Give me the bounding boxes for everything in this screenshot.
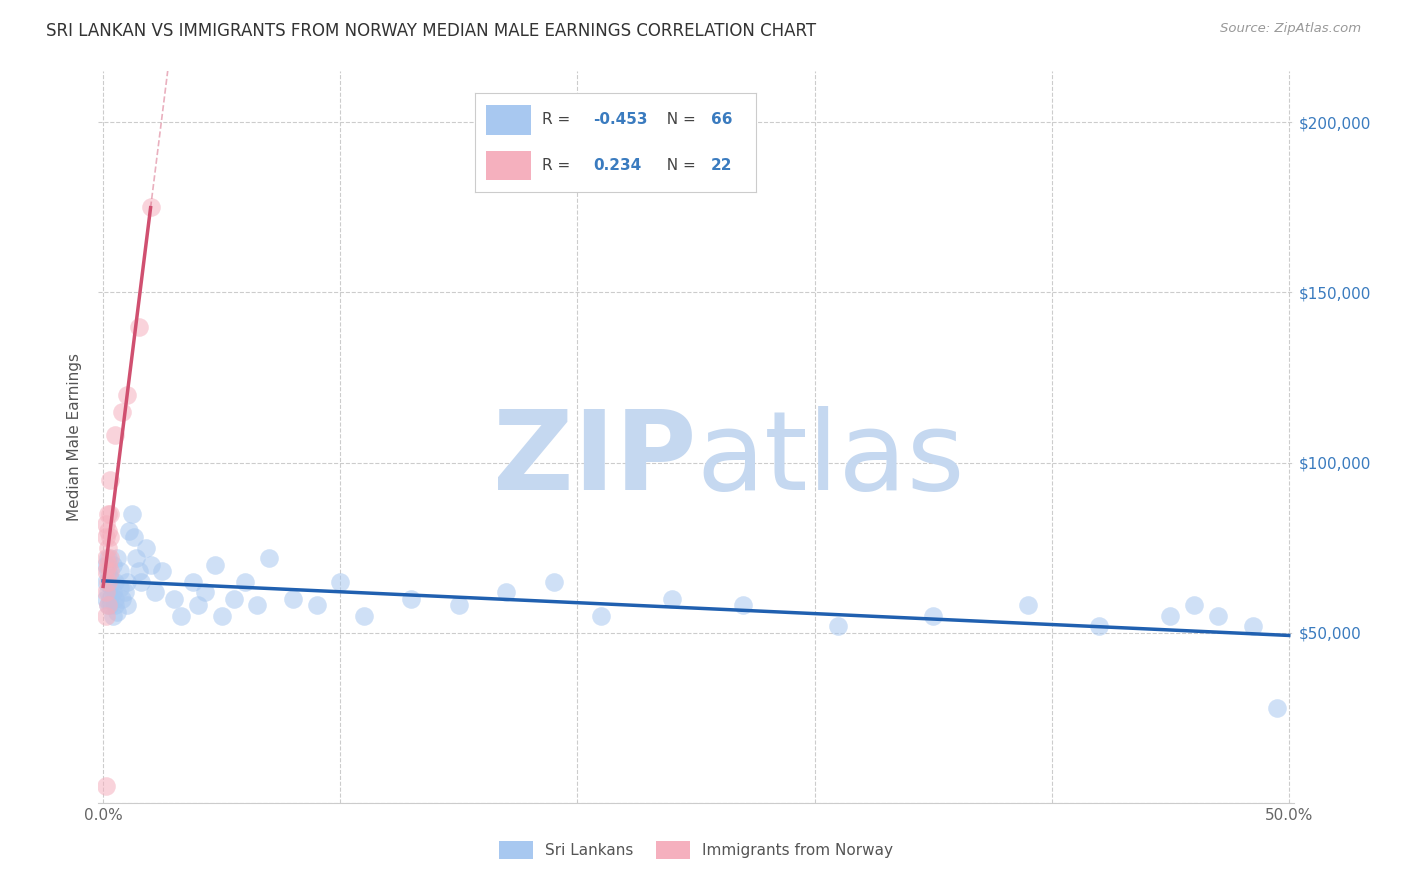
Point xyxy=(401,591,423,606)
Point xyxy=(329,574,352,589)
Point xyxy=(94,550,117,565)
Point xyxy=(143,585,166,599)
Point xyxy=(187,599,209,613)
Point xyxy=(97,599,120,613)
Point xyxy=(447,599,470,613)
Point xyxy=(97,524,120,538)
Point xyxy=(108,582,131,596)
Point xyxy=(94,558,117,572)
Point xyxy=(353,608,375,623)
Point xyxy=(98,473,121,487)
Point xyxy=(661,591,683,606)
Point xyxy=(257,550,280,565)
Point xyxy=(1159,608,1181,623)
Point xyxy=(115,599,138,613)
Point xyxy=(281,591,304,606)
Point xyxy=(94,779,117,793)
Point xyxy=(204,558,226,572)
Point xyxy=(94,531,117,545)
Point xyxy=(170,608,193,623)
Point xyxy=(163,591,186,606)
Point xyxy=(97,574,120,589)
Text: Source: ZipAtlas.com: Source: ZipAtlas.com xyxy=(1220,22,1361,36)
Point xyxy=(104,599,127,613)
Point xyxy=(104,574,127,589)
Point xyxy=(97,550,120,565)
Point xyxy=(115,387,138,401)
Point xyxy=(139,201,162,215)
Point xyxy=(1182,599,1205,613)
Point xyxy=(135,541,157,555)
Point xyxy=(235,574,257,589)
Point xyxy=(305,599,328,613)
Point xyxy=(111,404,134,418)
Point xyxy=(222,591,245,606)
Point xyxy=(97,541,120,555)
Point xyxy=(101,608,124,623)
Point xyxy=(97,507,120,521)
Point xyxy=(128,319,150,334)
Point xyxy=(495,585,517,599)
Point xyxy=(101,585,124,599)
Point xyxy=(1088,619,1111,633)
Point xyxy=(104,428,127,442)
Point xyxy=(181,574,204,589)
Point xyxy=(211,608,233,623)
Point xyxy=(98,507,121,521)
Point xyxy=(94,591,117,606)
Point xyxy=(98,591,121,606)
Legend: Sri Lankans, Immigrants from Norway: Sri Lankans, Immigrants from Norway xyxy=(494,835,898,864)
Point xyxy=(105,605,128,619)
Point xyxy=(98,599,121,613)
Point xyxy=(125,550,148,565)
Point xyxy=(97,565,120,579)
Point xyxy=(94,565,117,579)
Point xyxy=(97,599,120,613)
Point xyxy=(129,574,152,589)
Point xyxy=(94,574,117,589)
Point xyxy=(121,507,143,521)
Point xyxy=(1206,608,1229,623)
Point xyxy=(98,531,121,545)
Point xyxy=(94,585,117,599)
Point xyxy=(115,574,138,589)
Point xyxy=(97,558,120,572)
Y-axis label: Median Male Earnings: Median Male Earnings xyxy=(67,353,83,521)
Point xyxy=(733,599,755,613)
Point xyxy=(128,565,150,579)
Point xyxy=(98,571,121,585)
Text: SRI LANKAN VS IMMIGRANTS FROM NORWAY MEDIAN MALE EARNINGS CORRELATION CHART: SRI LANKAN VS IMMIGRANTS FROM NORWAY MED… xyxy=(46,22,817,40)
Point xyxy=(139,558,162,572)
Point xyxy=(98,578,121,592)
Point xyxy=(1241,619,1264,633)
Text: ZIP: ZIP xyxy=(492,406,696,513)
Point xyxy=(1017,599,1039,613)
Point xyxy=(114,585,136,599)
Point xyxy=(94,516,117,531)
Point xyxy=(827,619,849,633)
Point xyxy=(108,565,131,579)
Point xyxy=(97,585,120,599)
Point xyxy=(152,565,174,579)
Point xyxy=(101,558,124,572)
Point xyxy=(94,608,117,623)
Point xyxy=(543,574,565,589)
Point xyxy=(122,531,145,545)
Text: atlas: atlas xyxy=(696,406,965,513)
Point xyxy=(591,608,613,623)
Point xyxy=(104,591,127,606)
Point xyxy=(118,524,141,538)
Point xyxy=(111,591,134,606)
Point xyxy=(246,599,269,613)
Point xyxy=(1265,700,1288,714)
Point xyxy=(98,550,121,565)
Point xyxy=(922,608,945,623)
Point xyxy=(105,550,128,565)
Point xyxy=(98,565,121,579)
Point xyxy=(194,585,217,599)
